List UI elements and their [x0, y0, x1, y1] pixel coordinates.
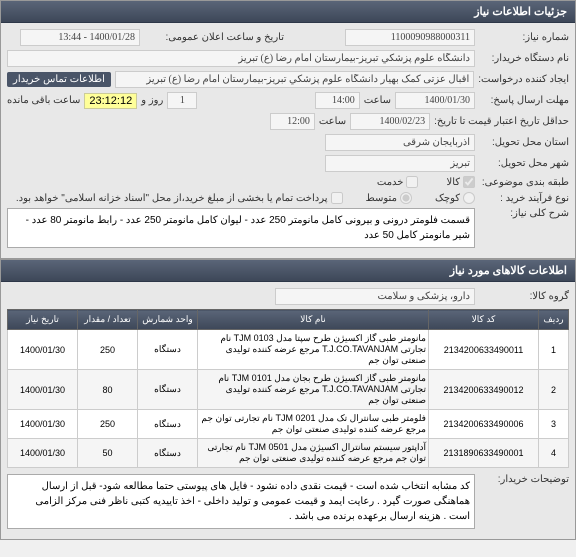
process-label: نوع فرآیند خرید : [479, 193, 569, 204]
cell-name: مانومتر طبی گاز اکسیژن طرح بجان مدل TJM … [198, 370, 429, 410]
cell-qty: 250 [78, 330, 138, 370]
service-checkbox [406, 176, 418, 188]
table-row: 42131890633490001آداپتور سیستم سانترال ا… [8, 439, 569, 468]
col-name: نام کالا [198, 310, 429, 330]
col-date: تاریخ نیاز [8, 310, 78, 330]
org-label: نام دستگاه خریدار: [479, 53, 569, 64]
medium-radio [400, 192, 412, 204]
desc-label: شرح کلی نیاز: [479, 208, 569, 219]
deadline-time-field [315, 92, 360, 109]
small-label: کوچک [435, 193, 460, 204]
day-label: روز و [141, 95, 163, 106]
cell-code: 2134200633490006 [429, 410, 539, 439]
goods-label: کالا [446, 177, 460, 188]
panel-body-1: شماره نیاز: تاریخ و ساعت اعلان عمومی: نا… [1, 23, 575, 258]
cell-date: 1400/01/30 [8, 370, 78, 410]
announce-label: تاریخ و ساعت اعلان عمومی: [144, 32, 284, 43]
col-row: ردیف [539, 310, 569, 330]
cell-name: فلومتر طبی سانترال تک مدل TJM 0201 نام ت… [198, 410, 429, 439]
cell-name: مانومتر طبی گاز اکسیژن طرح سپتا مدل TJM … [198, 330, 429, 370]
process-note: پرداخت تمام یا بخشی از مبلغ خرید،از محل … [16, 193, 328, 204]
cell-n: 2 [539, 370, 569, 410]
col-qty: تعداد / مقدار [78, 310, 138, 330]
cell-date: 1400/01/30 [8, 410, 78, 439]
cell-n: 3 [539, 410, 569, 439]
buyer-note-text: کد مشابه انتخاب شده است - قیمت نقدی داده… [7, 474, 475, 529]
deadline-label: مهلت ارسال پاسخ: [479, 95, 569, 106]
cell-code: 2134200633490012 [429, 370, 539, 410]
org-field [7, 50, 475, 67]
table-row: 22134200633490012مانومتر طبی گاز اکسیژن … [8, 370, 569, 410]
city-label: شهر محل تحویل: [479, 158, 569, 169]
contact-badge[interactable]: اطلاعات تماس خریدار [7, 72, 111, 87]
cell-qty: 250 [78, 410, 138, 439]
desc-text: قسمت فلومتر درونی و بیرونی کامل مانومتر … [7, 208, 475, 248]
panel-header-2: اطلاعات کالاهای مورد نیاز [1, 260, 575, 282]
cell-date: 1400/01/30 [8, 439, 78, 468]
cell-code: 2134200633490011 [429, 330, 539, 370]
small-radio [463, 192, 475, 204]
city-field [325, 155, 475, 172]
remaining-label: ساعت باقی مانده [7, 95, 80, 106]
cell-unit: دستگاه [138, 330, 198, 370]
time-label-2: ساعت [319, 116, 346, 127]
group-label: گروه کالا: [479, 291, 569, 302]
col-code: کد کالا [429, 310, 539, 330]
table-row: 32134200633490006فلومتر طبی سانترال تک م… [8, 410, 569, 439]
goods-checkbox [463, 176, 475, 188]
province-field [325, 134, 475, 151]
need-number-label: شماره نیاز: [479, 32, 569, 43]
cell-date: 1400/01/30 [8, 330, 78, 370]
category-label: طبقه بندی موضوعی: [479, 177, 569, 188]
credit-time-field [270, 113, 315, 130]
time-label-1: ساعت [364, 95, 391, 106]
service-label: خدمت [377, 177, 404, 188]
panel-header-1: جزئیات اطلاعات نیاز [1, 1, 575, 23]
cell-unit: دستگاه [138, 439, 198, 468]
cell-name: آداپتور سیستم سانترال اکسیژن مدل TJM 050… [198, 439, 429, 468]
group-field [275, 288, 475, 305]
need-number-field [345, 29, 475, 46]
cell-unit: دستگاه [138, 410, 198, 439]
province-label: استان محل تحویل: [479, 137, 569, 148]
cell-code: 2131890633490001 [429, 439, 539, 468]
cell-qty: 80 [78, 370, 138, 410]
items-table: ردیف کد کالا نام کالا واحد شمارش تعداد /… [7, 309, 569, 468]
announce-field [20, 29, 140, 46]
items-panel: اطلاعات کالاهای مورد نیاز گروه کالا: ردی… [0, 259, 576, 540]
credit-date-field [350, 113, 430, 130]
cell-unit: دستگاه [138, 370, 198, 410]
deadline-date-field [395, 92, 475, 109]
remaining-time: 23:12:12 [84, 93, 137, 109]
cell-n: 4 [539, 439, 569, 468]
cell-qty: 50 [78, 439, 138, 468]
day-count-field [167, 92, 197, 109]
cell-n: 1 [539, 330, 569, 370]
col-unit: واحد شمارش [138, 310, 198, 330]
buyer-note-label: توضیحات خریدار: [479, 474, 569, 485]
table-row: 12134200633490011مانومتر طبی گاز اکسیژن … [8, 330, 569, 370]
medium-label: متوسط [366, 193, 397, 204]
credit-label: حداقل تاریخ اعتبار قیمت تا تاریخ: [434, 116, 569, 127]
creator-field [115, 71, 474, 88]
creator-label: ایجاد کننده درخواست: [478, 74, 569, 85]
treasury-checkbox [331, 192, 343, 204]
need-details-panel: جزئیات اطلاعات نیاز شماره نیاز: تاریخ و … [0, 0, 576, 259]
panel-body-2: گروه کالا: ردیف کد کالا نام کالا واحد شم… [1, 282, 575, 539]
